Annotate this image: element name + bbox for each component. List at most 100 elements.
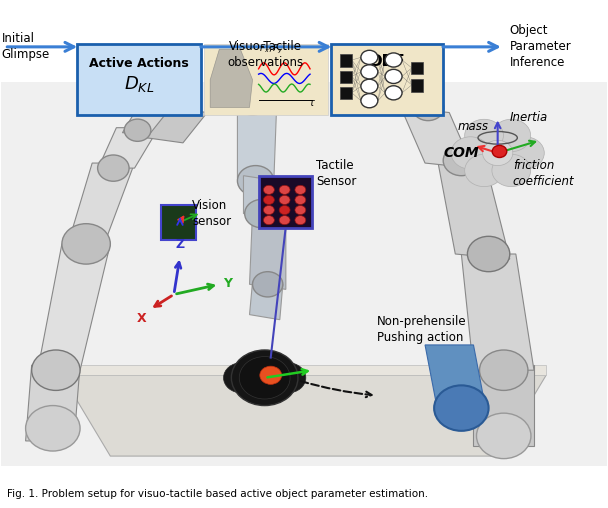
Text: Visuo-Tactile
observations: Visuo-Tactile observations [228, 40, 304, 69]
Polygon shape [249, 282, 283, 320]
Circle shape [263, 206, 274, 214]
Text: Active Actions: Active Actions [89, 57, 189, 70]
Polygon shape [38, 244, 110, 370]
Text: $F_x,F_y$: $F_x,F_y$ [258, 43, 283, 56]
Polygon shape [461, 254, 534, 370]
Text: Y: Y [224, 277, 232, 290]
Circle shape [124, 119, 151, 141]
Circle shape [295, 185, 306, 195]
Circle shape [68, 229, 105, 259]
Circle shape [480, 350, 528, 391]
Polygon shape [98, 128, 159, 168]
Polygon shape [122, 113, 171, 133]
Circle shape [492, 154, 531, 186]
Text: friction
coefficient: friction coefficient [513, 158, 575, 187]
Circle shape [465, 119, 503, 151]
Circle shape [385, 86, 402, 100]
Circle shape [238, 90, 268, 115]
Circle shape [263, 185, 274, 195]
Circle shape [492, 119, 531, 151]
FancyBboxPatch shape [161, 205, 196, 240]
Circle shape [263, 215, 274, 225]
Circle shape [465, 154, 503, 186]
Bar [1, 82, 607, 466]
Polygon shape [210, 49, 252, 108]
Circle shape [279, 206, 290, 214]
Text: Z: Z [175, 238, 184, 251]
Circle shape [279, 215, 290, 225]
Circle shape [361, 93, 378, 108]
Polygon shape [437, 158, 510, 259]
Circle shape [260, 366, 282, 385]
Circle shape [295, 206, 306, 214]
Circle shape [252, 272, 283, 297]
Polygon shape [238, 98, 277, 183]
Text: mass: mass [458, 120, 489, 133]
Text: Initial
Glimpse: Initial Glimpse [1, 33, 50, 61]
Polygon shape [26, 365, 80, 441]
Circle shape [361, 65, 378, 79]
Circle shape [279, 185, 290, 195]
Polygon shape [474, 365, 534, 446]
FancyBboxPatch shape [331, 44, 443, 115]
FancyBboxPatch shape [204, 44, 328, 115]
Polygon shape [401, 108, 474, 168]
Circle shape [35, 353, 77, 388]
Circle shape [246, 351, 283, 382]
Circle shape [434, 386, 489, 431]
Circle shape [232, 350, 298, 405]
Circle shape [361, 79, 378, 93]
Circle shape [477, 413, 531, 459]
Circle shape [385, 69, 402, 83]
Circle shape [295, 215, 306, 225]
Circle shape [26, 405, 80, 451]
FancyBboxPatch shape [77, 44, 201, 115]
Text: COM: COM [444, 146, 479, 160]
Text: DDF: DDF [370, 54, 405, 70]
Circle shape [32, 350, 80, 391]
Text: $\tau$: $\tau$ [308, 99, 316, 109]
Circle shape [361, 50, 378, 65]
Text: Non-prehensile
Pushing action: Non-prehensile Pushing action [376, 315, 466, 344]
Circle shape [443, 145, 480, 176]
Text: $D_{KL}$: $D_{KL}$ [124, 74, 154, 94]
Polygon shape [249, 211, 286, 290]
FancyBboxPatch shape [340, 54, 352, 67]
Polygon shape [62, 375, 546, 456]
Circle shape [295, 196, 306, 205]
Polygon shape [68, 163, 134, 244]
Circle shape [492, 145, 506, 157]
Circle shape [98, 155, 129, 181]
Circle shape [239, 357, 290, 399]
Polygon shape [62, 365, 546, 375]
Circle shape [246, 374, 283, 404]
FancyBboxPatch shape [340, 71, 352, 83]
Circle shape [238, 166, 274, 196]
Circle shape [263, 196, 274, 205]
Text: Tactile
Sensor: Tactile Sensor [316, 158, 356, 187]
FancyBboxPatch shape [411, 79, 423, 91]
Polygon shape [243, 176, 280, 218]
Circle shape [244, 200, 278, 228]
Polygon shape [147, 108, 207, 143]
Circle shape [505, 137, 544, 169]
Circle shape [451, 137, 490, 169]
Circle shape [483, 140, 513, 166]
Circle shape [224, 363, 260, 393]
Circle shape [269, 363, 306, 393]
Circle shape [412, 94, 444, 120]
Text: Inertia: Inertia [510, 111, 548, 124]
FancyBboxPatch shape [340, 87, 352, 100]
FancyBboxPatch shape [259, 176, 313, 228]
Polygon shape [425, 345, 486, 408]
FancyBboxPatch shape [411, 62, 423, 75]
Text: Vision
sensor: Vision sensor [192, 199, 231, 228]
Polygon shape [229, 92, 277, 113]
Circle shape [62, 224, 110, 264]
Text: Object
Parameter
Inference: Object Parameter Inference [510, 24, 572, 70]
Circle shape [279, 196, 290, 205]
Text: Fig. 1. Problem setup for visuo-tactile based active object parameter estimation: Fig. 1. Problem setup for visuo-tactile … [7, 489, 429, 499]
Text: X: X [136, 312, 146, 325]
Circle shape [468, 236, 510, 272]
Circle shape [385, 53, 402, 67]
